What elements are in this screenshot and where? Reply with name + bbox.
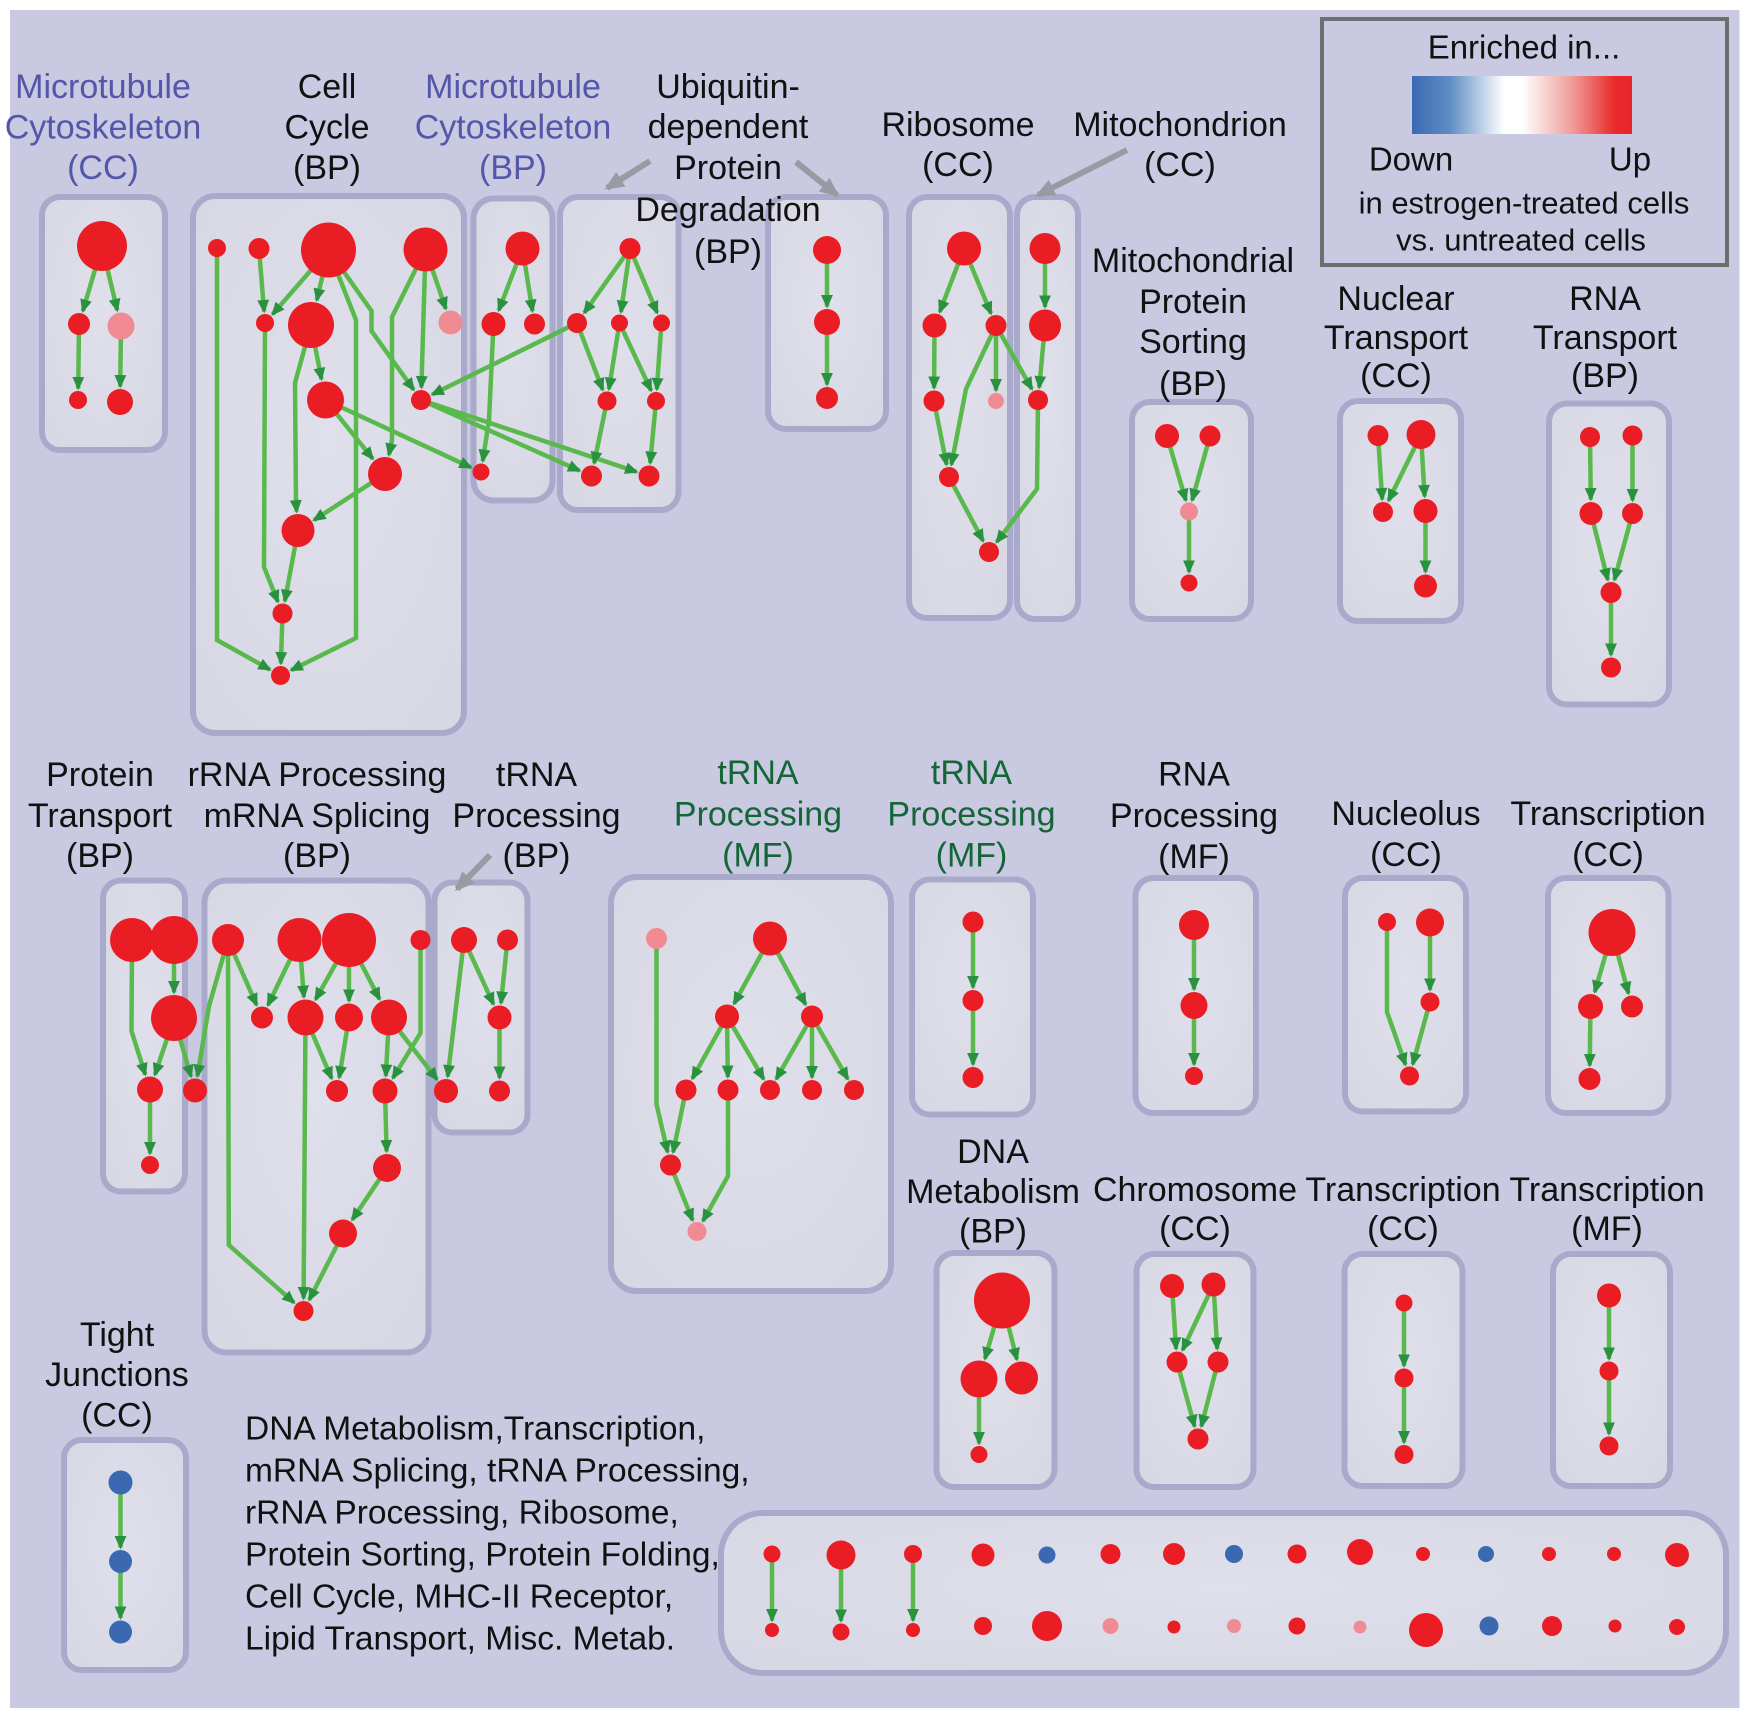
svg-text:Ribosome: Ribosome [881, 106, 1034, 144]
svg-text:(BP): (BP) [66, 837, 134, 875]
svg-text:Degradation: Degradation [635, 191, 820, 229]
svg-text:Junctions: Junctions [45, 1356, 189, 1394]
svg-text:(BP): (BP) [1571, 357, 1639, 395]
svg-text:(CC): (CC) [67, 149, 139, 187]
svg-text:Protein Sorting, Protein Foldi: Protein Sorting, Protein Folding, [245, 1537, 720, 1574]
svg-text:Microtubule: Microtubule [15, 68, 191, 106]
svg-text:(CC): (CC) [1572, 836, 1644, 874]
svg-text:(BP): (BP) [503, 837, 571, 875]
svg-text:Chromosome: Chromosome [1093, 1171, 1297, 1209]
svg-text:tRNA: tRNA [931, 754, 1013, 792]
svg-text:Down: Down [1369, 141, 1453, 178]
svg-text:Metabolism: Metabolism [906, 1173, 1080, 1211]
svg-text:Enriched in...: Enriched in... [1428, 29, 1621, 66]
svg-text:(CC): (CC) [922, 146, 994, 184]
svg-text:RNA: RNA [1569, 280, 1641, 318]
svg-text:(BP): (BP) [479, 149, 547, 187]
svg-text:Cell: Cell [298, 68, 357, 106]
svg-text:Lipid Transport, Misc. Metab.: Lipid Transport, Misc. Metab. [245, 1621, 675, 1658]
svg-text:Transcription: Transcription [1510, 795, 1705, 833]
svg-text:(CC): (CC) [1360, 357, 1432, 395]
svg-text:vs. untreated cells: vs. untreated cells [1396, 223, 1646, 258]
svg-text:dependent: dependent [648, 108, 809, 146]
svg-text:(BP): (BP) [694, 233, 762, 271]
svg-text:Protein: Protein [1139, 283, 1247, 321]
svg-text:Ubiquitin-: Ubiquitin- [656, 68, 800, 106]
svg-text:mRNA Splicing: mRNA Splicing [204, 797, 431, 835]
svg-text:Processing: Processing [452, 797, 620, 835]
svg-text:Transport: Transport [1324, 319, 1469, 357]
svg-text:(MF): (MF) [1158, 838, 1230, 876]
svg-text:(BP): (BP) [293, 149, 361, 187]
svg-text:Cytoskeleton: Cytoskeleton [415, 109, 612, 147]
svg-text:Protein: Protein [674, 149, 782, 187]
svg-text:Transport: Transport [28, 797, 173, 835]
svg-text:Up: Up [1609, 141, 1651, 178]
svg-text:DNA: DNA [957, 1133, 1029, 1171]
svg-text:Sorting: Sorting [1139, 323, 1247, 361]
svg-text:Cytoskeleton: Cytoskeleton [5, 109, 202, 147]
svg-text:Nuclear: Nuclear [1337, 280, 1454, 318]
svg-text:(MF): (MF) [722, 837, 794, 875]
svg-text:(BP): (BP) [1159, 365, 1227, 403]
svg-text:Cycle: Cycle [284, 109, 369, 147]
svg-text:rRNA Processing, Ribosome,: rRNA Processing, Ribosome, [245, 1495, 679, 1532]
svg-text:tRNA: tRNA [496, 756, 578, 794]
svg-text:Mitochondrion: Mitochondrion [1073, 106, 1287, 144]
svg-text:mRNA Splicing, tRNA Processing: mRNA Splicing, tRNA Processing, [245, 1453, 750, 1490]
svg-text:Transcription: Transcription [1509, 1171, 1704, 1209]
svg-text:Protein: Protein [46, 756, 154, 794]
svg-text:DNA Metabolism,Transcription,: DNA Metabolism,Transcription, [245, 1411, 705, 1448]
svg-text:in estrogen-treated cells: in estrogen-treated cells [1359, 186, 1690, 221]
svg-text:Transport: Transport [1533, 319, 1678, 357]
svg-text:(MF): (MF) [936, 837, 1008, 875]
svg-text:(CC): (CC) [1144, 146, 1216, 184]
svg-text:Processing: Processing [887, 796, 1055, 834]
svg-text:rRNA Processing: rRNA Processing [188, 756, 447, 794]
svg-text:Mitochondrial: Mitochondrial [1092, 242, 1294, 280]
svg-text:(MF): (MF) [1571, 1210, 1643, 1248]
svg-text:Microtubule: Microtubule [425, 68, 601, 106]
svg-text:(BP): (BP) [959, 1213, 1027, 1251]
svg-text:Cell Cycle, MHC-II Receptor,: Cell Cycle, MHC-II Receptor, [245, 1579, 673, 1616]
svg-text:tRNA: tRNA [717, 754, 799, 792]
svg-text:(CC): (CC) [1159, 1210, 1231, 1248]
svg-text:Processing: Processing [674, 796, 842, 834]
svg-text:Transcription: Transcription [1305, 1171, 1500, 1209]
svg-text:(CC): (CC) [1370, 836, 1442, 874]
svg-text:RNA: RNA [1158, 756, 1230, 794]
svg-text:(CC): (CC) [1367, 1210, 1439, 1248]
svg-text:Nucleolus: Nucleolus [1331, 795, 1480, 833]
svg-text:(CC): (CC) [81, 1397, 153, 1435]
svg-text:Processing: Processing [1110, 797, 1278, 835]
svg-text:Tight: Tight [80, 1316, 155, 1354]
svg-text:(BP): (BP) [283, 837, 351, 875]
